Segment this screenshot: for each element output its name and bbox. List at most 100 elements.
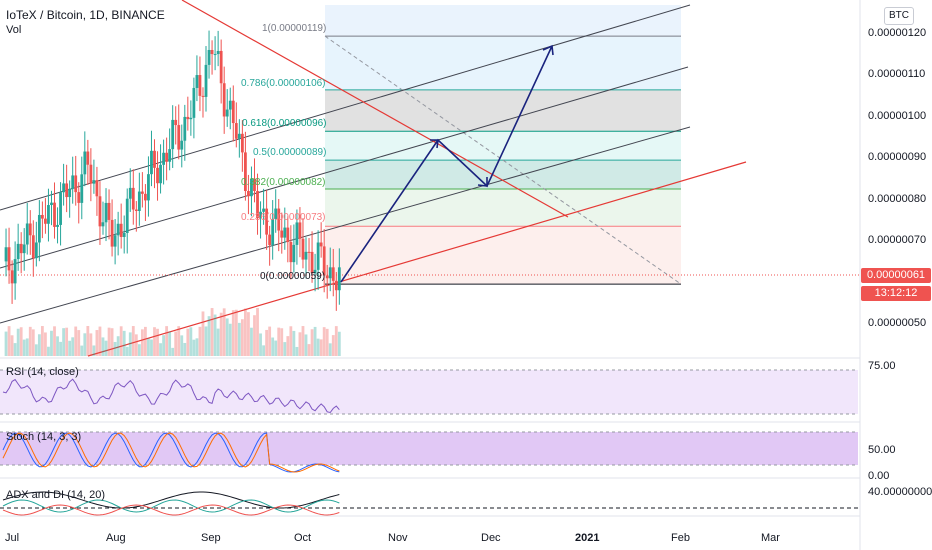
volume-bar xyxy=(89,333,93,356)
candle-body xyxy=(307,251,311,253)
candle-body xyxy=(159,164,162,184)
volume-bar xyxy=(177,326,181,356)
candle-body xyxy=(65,183,69,198)
currency-badge[interactable]: BTC xyxy=(884,7,914,25)
candle-body xyxy=(7,247,11,271)
candle-body xyxy=(25,223,29,245)
volume-bar xyxy=(98,326,102,356)
volume-bar xyxy=(34,344,38,356)
volume-bar xyxy=(228,323,232,356)
volume-bar xyxy=(80,345,84,356)
volume-bar xyxy=(283,342,287,356)
volume-bar xyxy=(128,332,132,356)
candle-body xyxy=(319,242,323,247)
volume-bar xyxy=(7,326,11,356)
time-axis-label: Jul xyxy=(5,532,20,544)
price-tick: 0.00000070 xyxy=(868,234,927,246)
fib-zone xyxy=(325,226,681,285)
stoch-d-line xyxy=(2,432,340,473)
fib-level-label: 0.236(0.00000073) xyxy=(241,212,326,223)
candle-body xyxy=(286,227,290,243)
candle-body xyxy=(292,244,296,263)
candle-body xyxy=(16,243,20,260)
volume-bar xyxy=(298,332,302,356)
volume-bar xyxy=(116,336,120,356)
time-axis-label: Oct xyxy=(294,532,312,544)
candle-body xyxy=(201,95,205,97)
candle-body xyxy=(204,64,208,97)
candle-body xyxy=(128,187,132,199)
volume-bar xyxy=(201,311,205,356)
volume-bar xyxy=(113,341,117,356)
candle-body xyxy=(256,190,259,219)
candle-body xyxy=(259,211,262,219)
candle-body xyxy=(222,83,226,117)
volume-bar xyxy=(231,310,235,356)
volume-bar xyxy=(234,309,238,356)
volume-bar xyxy=(25,338,29,356)
candle-body xyxy=(50,202,53,206)
volume-bar xyxy=(171,347,175,356)
rsi-label[interactable]: RSI (14, close) xyxy=(6,366,79,378)
candle-body xyxy=(92,180,96,184)
volume-bar xyxy=(147,338,150,356)
channel-line xyxy=(0,4,691,211)
candle-body xyxy=(162,152,165,165)
candle-body xyxy=(37,214,41,243)
candle-body xyxy=(74,175,78,193)
candle-body xyxy=(47,205,50,224)
volume-bar xyxy=(186,328,190,356)
volume-bar xyxy=(268,326,272,356)
volume-bar xyxy=(37,334,41,356)
candle-body xyxy=(310,251,314,274)
candle-body xyxy=(247,190,250,197)
candle-body xyxy=(80,174,84,203)
candle-body xyxy=(165,152,169,162)
fib-level-label: 0.618(0.00000096) xyxy=(242,118,327,129)
volume-bar xyxy=(289,326,293,356)
stoch-label[interactable]: Stoch (14, 3, 3) xyxy=(6,431,82,443)
candle-body xyxy=(334,280,338,291)
volume-bar xyxy=(50,330,53,356)
volume-bar xyxy=(240,319,244,356)
volume-bar xyxy=(316,338,320,356)
candle-body xyxy=(31,235,35,259)
adx-label[interactable]: ADX and DI (14, 20) xyxy=(6,489,106,501)
stoch-k-line xyxy=(2,432,340,473)
candle-body xyxy=(40,214,44,219)
arrow-head xyxy=(477,177,488,187)
candle-body xyxy=(301,238,305,260)
adx-line xyxy=(2,491,340,509)
candle-body xyxy=(34,242,38,259)
candle-body xyxy=(95,180,99,197)
volume-bar xyxy=(168,331,172,356)
candle-body xyxy=(171,119,175,150)
volume-bar xyxy=(198,326,202,356)
candle-body xyxy=(10,270,14,284)
symbol-title[interactable]: IoTeX / Bitcoin, 1D, BINANCE xyxy=(6,8,165,22)
fib-zone xyxy=(325,36,681,90)
candle-body xyxy=(207,49,211,65)
candle-body xyxy=(268,234,272,246)
candle-body xyxy=(86,151,90,165)
candle-body xyxy=(180,140,184,150)
volume-bar xyxy=(337,331,341,356)
candle-body xyxy=(328,267,332,279)
fib-zone xyxy=(325,160,681,190)
candle-body xyxy=(59,192,62,225)
fib-level-label: 0.382(0.00000082) xyxy=(241,177,326,188)
volume-bar xyxy=(125,346,129,356)
candle-body xyxy=(225,109,229,117)
candle-body xyxy=(174,119,178,126)
time-axis-label: Nov xyxy=(388,532,408,544)
fib-level-label: 0.5(0.00000089) xyxy=(253,147,327,158)
time-axis-label: Aug xyxy=(106,532,126,544)
volume-bar xyxy=(16,328,20,356)
adx-axis-value: 40.00000000 xyxy=(868,486,932,498)
volume-label[interactable]: Vol xyxy=(6,24,22,36)
candle-body xyxy=(295,222,299,245)
candle-body xyxy=(244,152,247,191)
candle-body xyxy=(219,50,223,84)
candle-body xyxy=(98,196,102,227)
